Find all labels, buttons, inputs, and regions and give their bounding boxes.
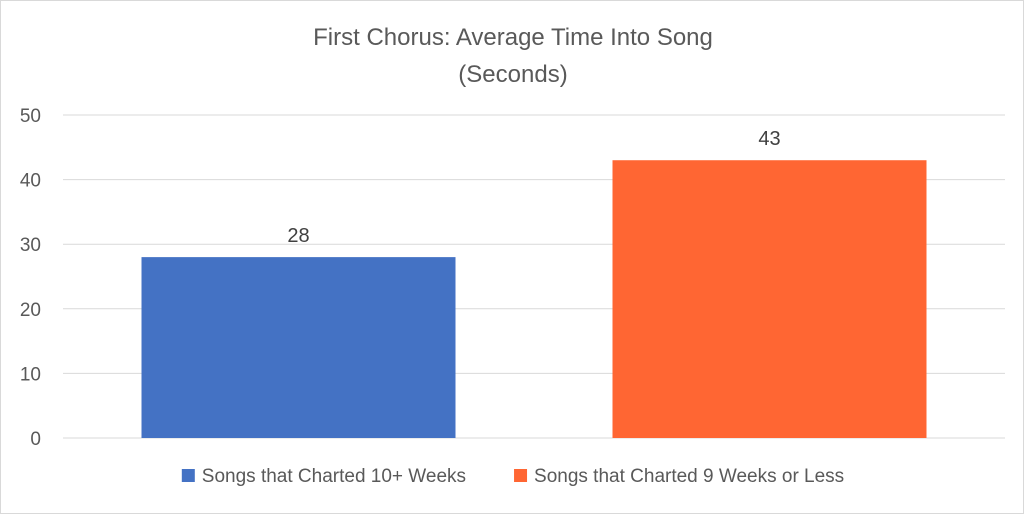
chart-title: First Chorus: Average Time Into Song	[313, 24, 713, 51]
legend-swatch	[514, 469, 528, 482]
y-axis-ticks: 0 10 20 30 40 50	[20, 106, 41, 450]
y-tick-label: 20	[20, 300, 41, 321]
legend-swatch	[181, 469, 195, 482]
bar	[612, 160, 927, 438]
legend-label: Songs that Charted 10+ Weeks	[202, 466, 466, 487]
y-tick-label: 40	[20, 171, 41, 192]
bar	[141, 257, 456, 438]
legend: Songs that Charted 10+ Weeks Songs that C…	[181, 466, 844, 487]
y-tick-label: 10	[20, 364, 41, 385]
chart-subtitle: (Seconds)	[458, 61, 567, 88]
data-label: 43	[758, 128, 780, 150]
legend-item: Songs that Charted 10+ Weeks	[181, 466, 466, 487]
legend-label: Songs that Charted 9 Weeks or Less	[534, 466, 844, 487]
y-tick-label: 0	[30, 429, 41, 450]
data-label: 28	[287, 225, 309, 247]
y-tick-label: 50	[20, 106, 41, 127]
legend-item: Songs that Charted 9 Weeks or Less	[514, 466, 844, 487]
y-tick-label: 30	[20, 235, 41, 256]
data-labels: 28 43	[287, 128, 780, 247]
bars	[141, 160, 927, 438]
